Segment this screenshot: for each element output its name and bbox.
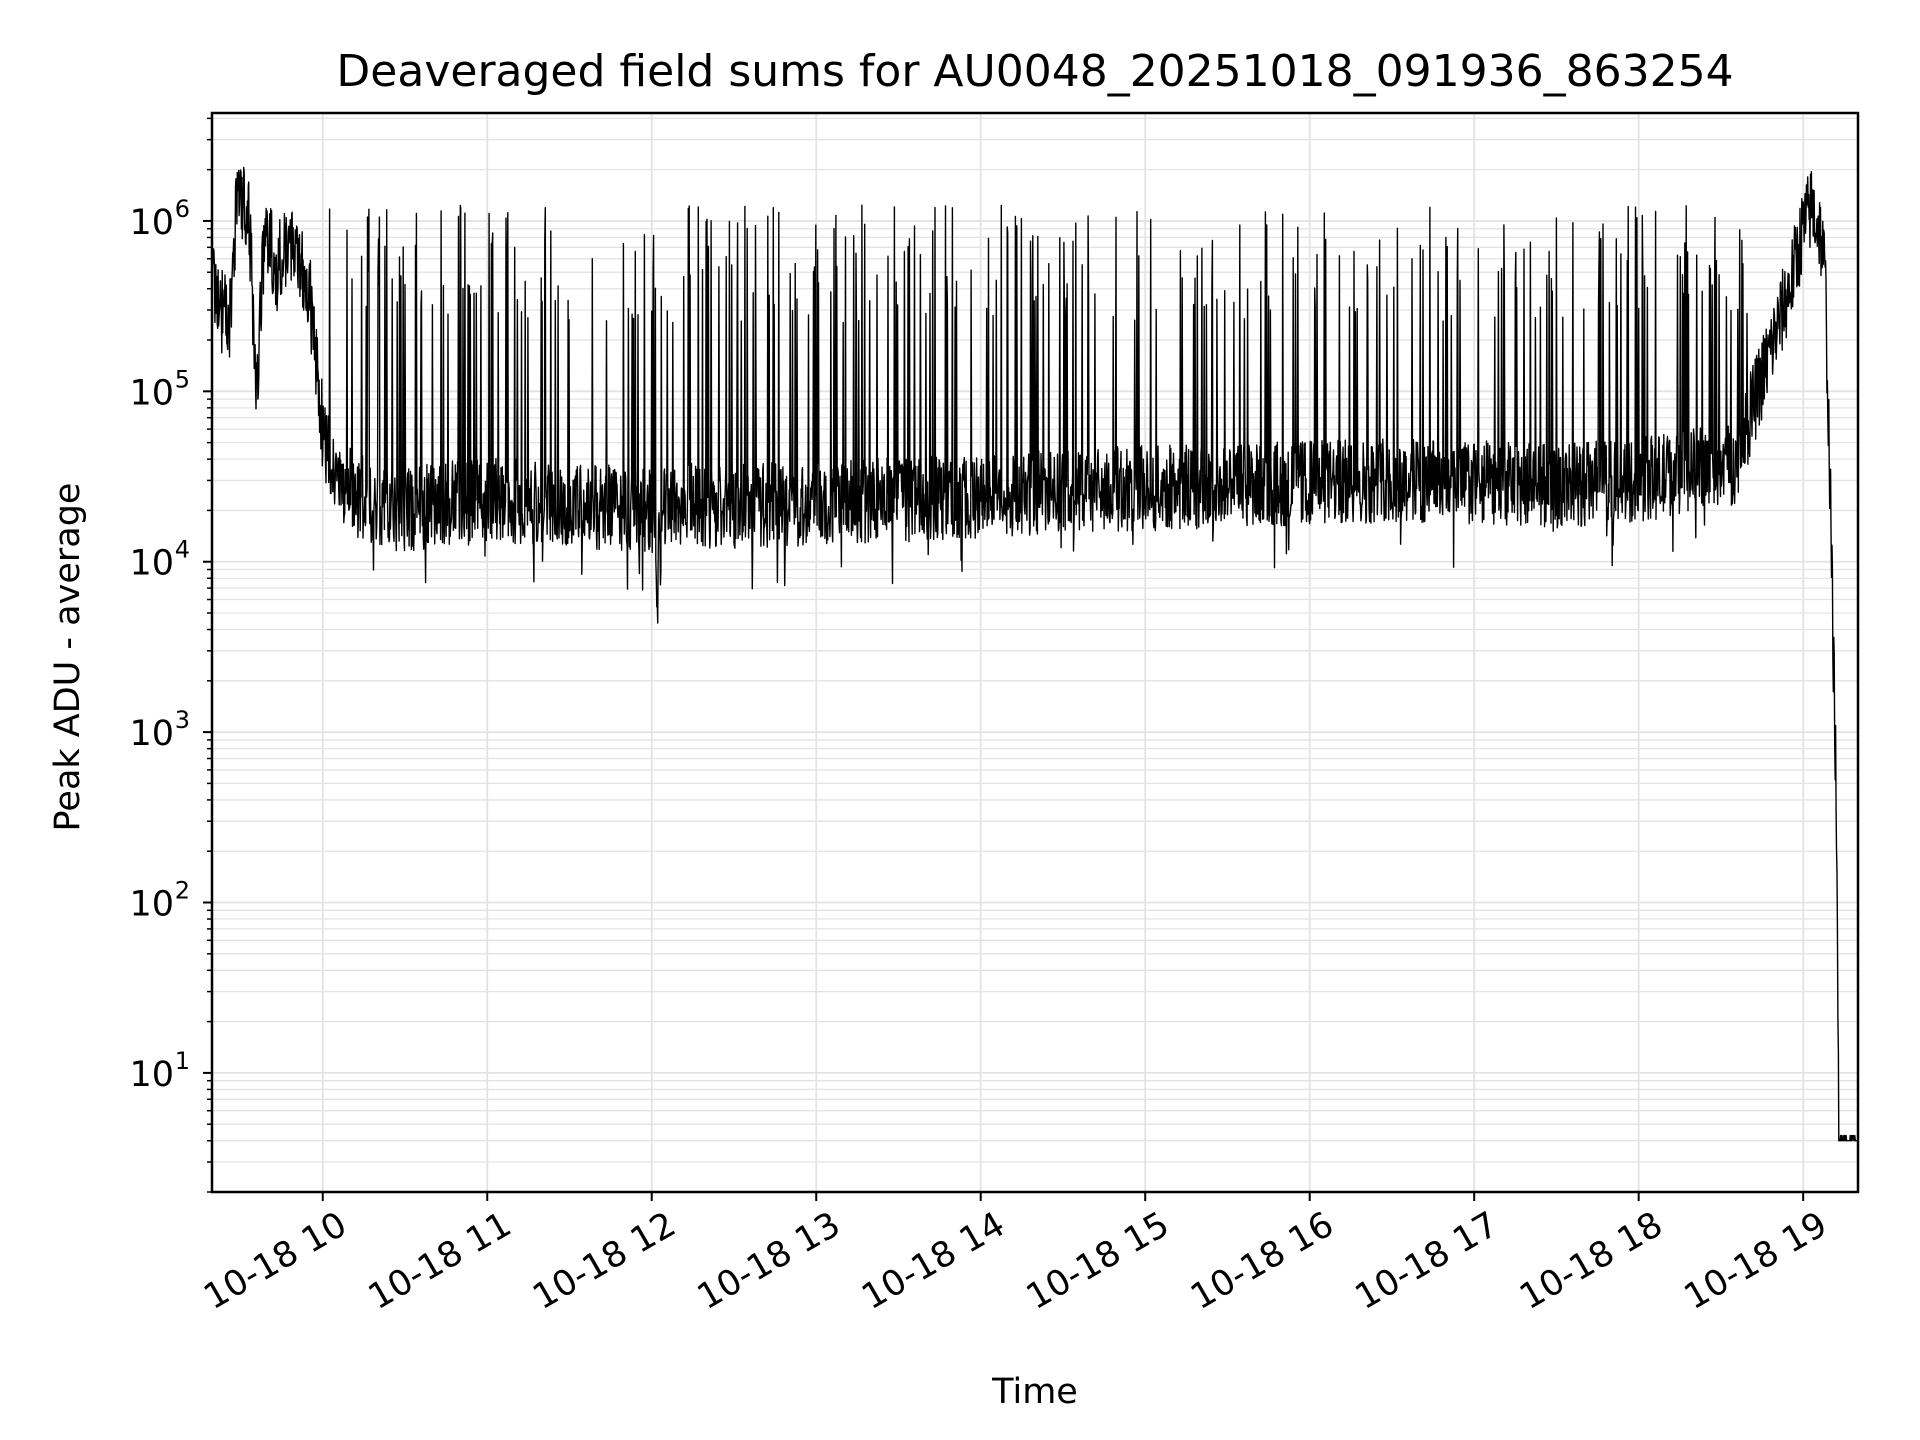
y-tick-label-exponent: 5 [175,365,190,393]
plot-frame [210,111,1860,1194]
y-tick-label-exponent: 6 [175,195,190,223]
x-axis-label: Time [991,1372,1078,1412]
y-tick-label: 10 [129,1055,174,1095]
y-tick-label-exponent: 4 [175,536,190,564]
y-tick-label-exponent: 3 [175,706,190,734]
y-axis-label: Peak ADU - average [48,483,88,832]
y-tick-label: 10 [129,885,174,925]
series-line [212,166,1859,1142]
axis-ticks [203,117,1805,1201]
y-tick-label: 10 [129,373,174,413]
y-tick-label: 10 [129,203,174,243]
series-line-group [212,166,1859,1142]
y-tick-label: 10 [129,544,174,584]
y-tick-label-exponent: 2 [175,877,190,905]
y-tick-label: 10 [129,714,174,754]
chart-title: Deaveraged field sums for AU0048_2025101… [336,46,1733,97]
y-tick-label-exponent: 1 [175,1047,190,1075]
